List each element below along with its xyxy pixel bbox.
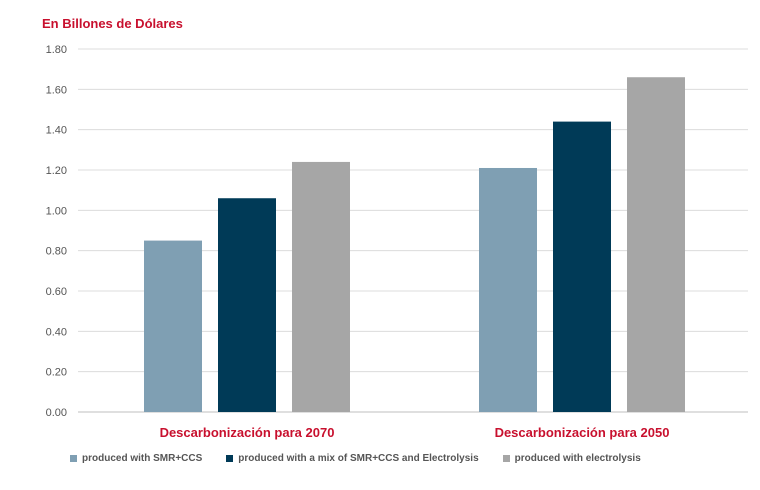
legend-item-electrolysis: produced with electrolysis [502,452,641,464]
bar [479,167,537,412]
legend-swatch [502,454,510,462]
bars [144,77,685,412]
legend-label: produced with SMR+CCS [82,452,203,464]
y-tick-label: 0.80 [46,246,67,258]
y-tick-label: 0.20 [46,367,67,379]
category-label: Descarbonización para 2050 [495,425,670,440]
y-tick-label: 0.60 [46,286,67,298]
legend-swatch [226,454,234,462]
bar [292,161,350,412]
bar [553,121,611,412]
y-tick-label: 0.40 [46,326,67,338]
y-tick-label: 1.20 [46,165,67,177]
y-axis-title: En Billones de Dólares [42,16,183,31]
legend-swatch [70,454,77,462]
y-tick-label: 0.00 [46,407,67,419]
y-tick-labels: 0.00 0.20 0.40 0.60 0.80 1.00 1.20 1.40 1.60 1.80 [46,44,67,419]
y-tick-label: 1.40 [46,125,67,137]
legend-item-mix: produced with a mix of SMR+CCS and Elect… [226,452,479,464]
category-label: Descarbonización para 2070 [160,425,335,440]
bar [627,77,685,412]
legend-item-smr-ccs: produced with SMR+CCS [70,453,202,464]
category-labels: Descarbonización para 2070 Descarbonizaci… [160,425,670,440]
legend-label: produced with electrolysis [514,452,641,464]
legend: produced with SMR+CCS produced with a mi… [70,451,665,465]
y-tick-label: 1.80 [46,44,67,56]
legend-label: produced with a mix of SMR+CCS and Elect… [238,452,479,464]
bar [218,198,276,412]
bar [144,240,202,412]
y-tick-label: 1.60 [46,84,67,96]
y-tick-label: 1.00 [46,205,67,217]
